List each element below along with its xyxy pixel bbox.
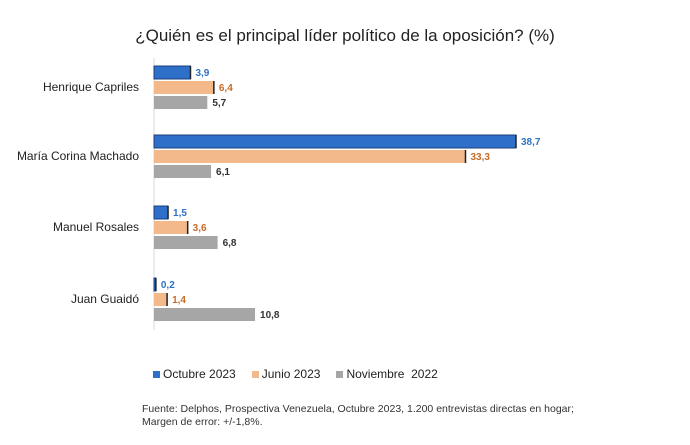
- category-label-juan-guaido: Juan Guaidó: [71, 292, 139, 306]
- value-label-noviembre-2022-henrique-capriles: 5,7: [212, 98, 226, 109]
- legend-swatch-noviembre-2022: [336, 370, 344, 378]
- value-label-noviembre-2022-juan-guaido: 10,8: [260, 310, 280, 321]
- bar-noviembre-2022-maria-corina-machado: [154, 165, 212, 178]
- value-label-octubre-2023-henrique-capriles: 3,9: [195, 68, 209, 79]
- value-label-octubre-2023-maria-corina-machado: 38,7: [521, 137, 541, 148]
- value-label-noviembre-2022-manuel-rosales: 6,8: [223, 238, 237, 249]
- category-label-maria-corina-machado: María Corina Machado: [17, 149, 139, 163]
- legend: Octubre 2023 Junio 2023 Noviembre 2022: [153, 367, 438, 381]
- value-label-junio-2023-maria-corina-machado: 33,3: [470, 152, 490, 163]
- legend-item-junio-2023: Junio 2023: [251, 367, 321, 381]
- bar-junio-2023-juan-guaido: [154, 293, 168, 306]
- category-label-manuel-rosales: Manuel Rosales: [53, 220, 139, 234]
- legend-swatch-octubre-2023: [153, 370, 160, 378]
- legend-label-noviembre-2022: Noviembre 2022: [346, 367, 438, 381]
- bar-noviembre-2022-manuel-rosales: [154, 236, 218, 249]
- bar-noviembre-2022-henrique-capriles: [154, 96, 208, 109]
- value-label-junio-2023-manuel-rosales: 3,6: [193, 223, 207, 234]
- bar-noviembre-2022-juan-guaido: [154, 308, 256, 321]
- bar-junio-2023-manuel-rosales: [154, 221, 188, 234]
- bar-junio-2023-henrique-capriles: [154, 81, 214, 94]
- bar-junio-2023-maria-corina-machado: [154, 150, 466, 163]
- bar-octubre-2023-henrique-capriles: [153, 65, 191, 80]
- value-label-octubre-2023-juan-guaido: 0,2: [161, 280, 175, 291]
- legend-swatch-junio-2023: [251, 370, 259, 378]
- source-note: Fuente: Delphos, Prospectiva Venezuela, …: [142, 403, 574, 428]
- chart-title: ¿Quién es el principal líder político de…: [135, 26, 555, 45]
- value-label-noviembre-2022-maria-corina-machado: 6,1: [216, 167, 230, 178]
- value-label-junio-2023-henrique-capriles: 6,4: [219, 83, 233, 94]
- bar-octubre-2023-maria-corina-machado: [153, 134, 517, 149]
- legend-label-junio-2023: Junio 2023: [261, 367, 321, 381]
- legend-item-noviembre-2022: Noviembre 2022: [336, 367, 438, 381]
- legend-item-octubre-2023: Octubre 2023: [153, 367, 236, 381]
- value-label-octubre-2023-manuel-rosales: 1,5: [173, 208, 187, 219]
- value-label-junio-2023-juan-guaido: 1,4: [172, 295, 186, 306]
- legend-label-octubre-2023: Octubre 2023: [163, 367, 236, 381]
- category-label-henrique-capriles: Henrique Capriles: [43, 80, 139, 94]
- bar-octubre-2023-manuel-rosales: [153, 205, 169, 220]
